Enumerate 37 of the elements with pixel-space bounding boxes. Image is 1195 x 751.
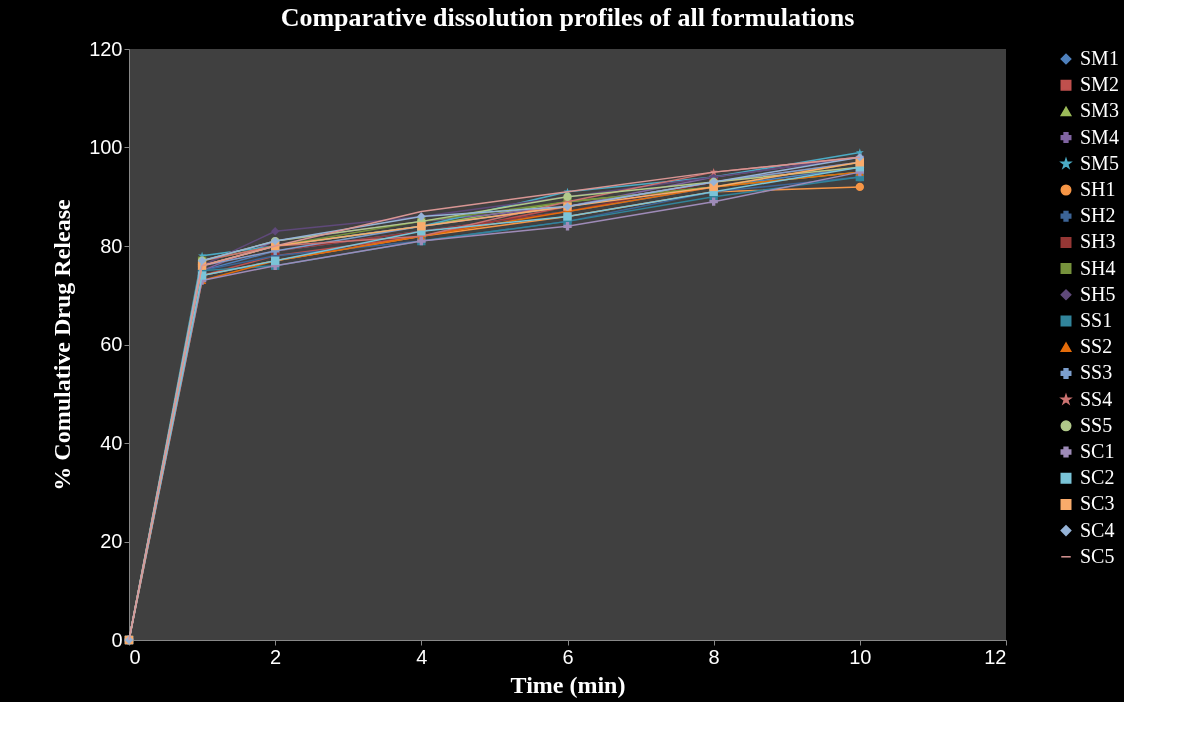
legend-label: SH5	[1080, 282, 1116, 305]
legend-label: SM2	[1080, 73, 1119, 96]
legend-label: SC3	[1080, 492, 1115, 515]
legend-label: SC5	[1080, 544, 1115, 567]
y-tick-label: 20	[100, 530, 123, 552]
y-tick-label: 40	[100, 431, 123, 454]
legend-label: SS1	[1080, 309, 1113, 331]
y-tick-label: 0	[111, 628, 123, 651]
y-axis-title: % Comulative Drug Release	[49, 199, 76, 491]
legend-label: SS2	[1080, 335, 1113, 358]
x-tick-label: 0	[129, 645, 141, 668]
legend-label: SH2	[1080, 204, 1116, 227]
legend-label: SM5	[1080, 151, 1119, 174]
x-tick-label: 6	[562, 645, 574, 668]
x-tick-label: 8	[708, 645, 720, 668]
legend-label: SM3	[1080, 99, 1119, 122]
legend-label: SC1	[1080, 440, 1115, 462]
x-tick-label: 10	[849, 645, 872, 668]
y-tick-label: 100	[89, 136, 123, 158]
x-tick-label: 12	[984, 645, 1007, 668]
legend-label: SC2	[1080, 466, 1115, 489]
chart-title: Comparative dissolution profiles of all formulations	[280, 3, 855, 32]
legend-label: SH3	[1080, 230, 1116, 253]
legend-label: SH4	[1080, 256, 1116, 279]
legend-label: SM4	[1080, 125, 1119, 148]
legend-label: SM1	[1080, 47, 1119, 69]
legend-label: SC4	[1080, 518, 1115, 541]
legend-label: SH1	[1080, 178, 1116, 200]
legend-label: SS3	[1080, 361, 1113, 384]
y-tick-label: 120	[89, 37, 123, 60]
legend-label: SS5	[1080, 413, 1113, 436]
x-tick-label: 2	[270, 645, 282, 668]
y-tick-label: 60	[100, 333, 123, 355]
y-tick-label: 80	[100, 234, 123, 257]
x-axis-title: Time (min)	[510, 671, 626, 698]
legend-label: SS4	[1080, 387, 1113, 410]
x-tick-label: 4	[416, 645, 428, 668]
